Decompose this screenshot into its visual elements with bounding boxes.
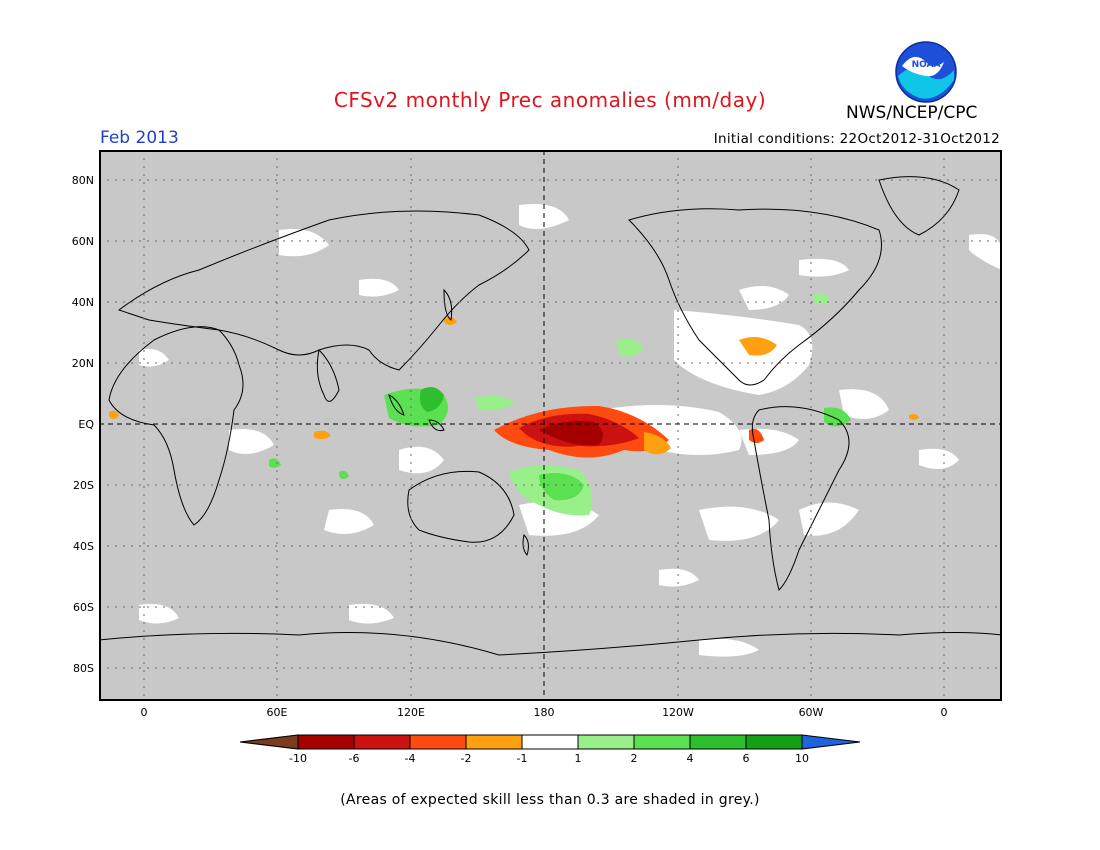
colorbar-swatch xyxy=(409,734,467,750)
lat-label: EQ xyxy=(78,418,94,431)
colorbar-label: 4 xyxy=(686,752,694,765)
lon-label: 120E xyxy=(397,706,425,719)
colorbar-swatch xyxy=(353,734,411,750)
skill-note: (Areas of expected skill less than 0.3 a… xyxy=(340,792,760,808)
coastlines xyxy=(99,176,1002,656)
lat-label: 20S xyxy=(73,479,94,492)
colorbar-swatch xyxy=(633,734,691,750)
lon-label: 60W xyxy=(798,706,824,719)
lon-label: 180 xyxy=(533,706,555,719)
lon-label: 120W xyxy=(662,706,694,719)
lat-label: 20N xyxy=(71,357,94,370)
initial-conditions: Initial conditions: 22Oct2012-31Oct2012 xyxy=(713,131,1000,147)
map-title: CFSv2 monthly Prec anomalies (mm/day) xyxy=(333,88,767,112)
lat-label: 80S xyxy=(73,662,94,675)
map-frame xyxy=(99,150,1002,701)
colorbar-swatch xyxy=(745,734,803,750)
colorbar-label: -4 xyxy=(404,752,416,765)
colorbar-swatch xyxy=(521,734,579,750)
colorbar-label: 2 xyxy=(630,752,638,765)
precip-anomaly-map xyxy=(99,150,1002,701)
colorbar-label: -2 xyxy=(460,752,472,765)
lon-label: 60E xyxy=(266,706,288,719)
agency-label: NWS/NCEP/CPC xyxy=(846,103,978,123)
colorbar-high-arrow xyxy=(801,734,861,750)
colorbar-label: -1 xyxy=(516,752,528,765)
colorbar-low-arrow xyxy=(239,734,299,750)
lat-label: 40S xyxy=(73,540,94,553)
lat-label: 40N xyxy=(71,296,94,309)
graticule xyxy=(99,150,1002,701)
lat-label: 80N xyxy=(71,174,94,187)
colorbar-label: 1 xyxy=(574,752,582,765)
colorbar xyxy=(239,734,861,750)
noaa-logo: NOAA xyxy=(895,41,957,103)
colorbar-label: -10 xyxy=(289,752,307,765)
colorbar-label: -6 xyxy=(348,752,360,765)
colorbar-label: 6 xyxy=(742,752,750,765)
lat-label: 60N xyxy=(71,235,94,248)
colorbar-label: 10 xyxy=(795,752,809,765)
lat-label: 60S xyxy=(73,601,94,614)
lon-label: 0 xyxy=(140,706,148,719)
colorbar-swatch xyxy=(465,734,523,750)
lon-label: 0 xyxy=(940,706,948,719)
logo-text: NOAA xyxy=(912,60,941,70)
dry-anomaly-patches xyxy=(109,317,919,458)
wet-anomaly-patches xyxy=(269,293,851,516)
colorbar-swatch xyxy=(577,734,635,750)
colorbar-swatch xyxy=(297,734,355,750)
colorbar-swatch xyxy=(689,734,747,750)
forecast-month: Feb 2013 xyxy=(100,128,179,148)
